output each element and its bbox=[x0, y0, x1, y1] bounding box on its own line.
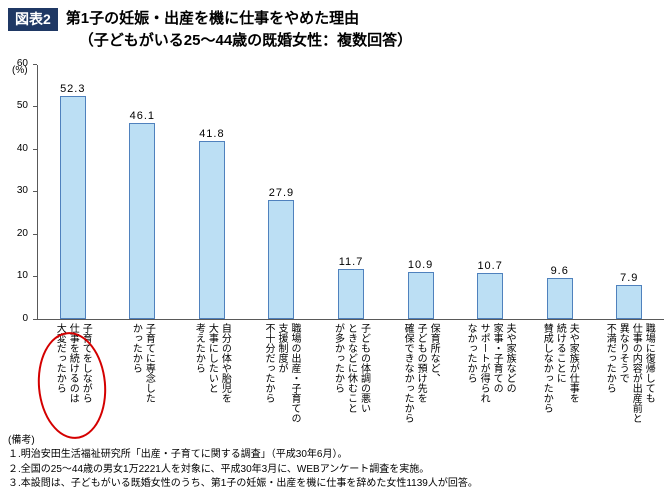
bar bbox=[59, 96, 86, 319]
category-label-text: 子育てをしながら 仕事を続けるのは 大変だったから bbox=[54, 322, 92, 403]
figure-title-line2: （子どもがいる25～44歳の既婚女性：複数回答） bbox=[78, 31, 413, 49]
y-tick-label: 60 bbox=[16, 57, 28, 69]
category-label: 自分の体や胎児を 大事にしたいと 考えたから bbox=[177, 320, 247, 432]
figure-title: 第1子の妊娠・出産を機に仕事をやめた理由 （子どもがいる25～44歳の既婚女性：… bbox=[66, 8, 412, 52]
notes-heading: (備考) bbox=[8, 434, 35, 446]
category-label-text: 夫や家族などの 家事・子育ての サポートが得られ なかったから bbox=[465, 322, 516, 403]
category-label-text: 夫や家族が仕事を 続けることに 賛成しなかったから bbox=[541, 322, 579, 413]
bar-value-label: 27.9 bbox=[268, 186, 295, 199]
category-label: 夫や家族などの 家事・子育ての サポートが得られ なかったから bbox=[455, 320, 525, 432]
bar-value-label: 46.1 bbox=[129, 109, 156, 122]
category-label: 職場の出産・子育ての 支援制度が 不十分だったから bbox=[247, 320, 317, 432]
y-tick-mark bbox=[33, 276, 37, 277]
bar-group: 52.3 bbox=[38, 65, 108, 319]
bar bbox=[268, 199, 295, 319]
note-line-3: ３.本設問は、子どもがいる既婚女性のうち、第1子の妊娠・出産を機に仕事を辞めた女… bbox=[8, 478, 478, 489]
bar bbox=[198, 140, 225, 319]
bar-value-label: 10.9 bbox=[407, 259, 434, 272]
y-axis: 0 10 20 30 40 50 60 bbox=[8, 58, 38, 323]
bar-chart: (%) 0 10 20 30 40 50 60 52.3 46.1 41.8 27.9 11.7 10… bbox=[8, 58, 664, 442]
category-label: 保育所など、 子どもの預け先を 確保できなかったから bbox=[386, 320, 456, 432]
y-tick-label: 30 bbox=[16, 185, 28, 196]
y-axis-unit-label: (%) bbox=[12, 64, 28, 76]
bar-group: 11.7 bbox=[316, 65, 386, 319]
bar-value-label: 41.8 bbox=[199, 127, 225, 140]
bar-value-label: 7.9 bbox=[620, 271, 639, 284]
bar bbox=[546, 277, 573, 319]
bar-group: 10.7 bbox=[455, 65, 525, 319]
category-label: 子育てをしながら 仕事を続けるのは 大変だったから bbox=[38, 320, 108, 432]
bar-value-label: 11.7 bbox=[338, 255, 364, 268]
figure-header: 図表2 第1子の妊娠・出産を機に仕事をやめた理由 （子どもがいる25～44歳の既… bbox=[8, 8, 664, 52]
category-label-text: 子育てに専念した かったから bbox=[130, 322, 155, 403]
category-label: 子どもの体調の悪い ときなどに休むこと が多かったから bbox=[316, 320, 386, 432]
bar bbox=[129, 122, 156, 319]
y-tick-mark bbox=[33, 233, 37, 235]
bar-group: 9.6 bbox=[525, 65, 595, 319]
category-label-text: 保育所など、 子どもの預け先を 確保できなかったから bbox=[402, 322, 440, 423]
bar-value-label: 52.3 bbox=[60, 83, 86, 96]
note-line-1: １.明治安田生活福祉研究所「出産・子育てに関する調査」（平成30年6月）。 bbox=[8, 449, 348, 460]
y-tick-mark bbox=[33, 63, 37, 65]
bar bbox=[477, 273, 504, 319]
bar-group: 41.8 bbox=[177, 65, 247, 319]
category-labels-row: 子育てをしながら 仕事を続けるのは 大変だったから 子育てに専念した かったから 自… bbox=[38, 320, 664, 432]
y-tick-label: 0 bbox=[22, 312, 28, 324]
y-tick-mark bbox=[33, 318, 37, 320]
category-label-text: 自分の体や胎児を 大事にしたいと 考えたから bbox=[193, 322, 231, 403]
y-tick-label: 50 bbox=[16, 100, 28, 111]
figure-badge: 図表2 bbox=[8, 8, 58, 31]
figure-title-line1: 第1子の妊娠・出産を機に仕事をやめた理由 bbox=[65, 10, 360, 27]
category-label: 夫や家族が仕事を 続けることに 賛成しなかったから bbox=[525, 320, 595, 432]
bar-group: 10.9 bbox=[386, 65, 456, 319]
y-tick-label: 10 bbox=[16, 270, 28, 281]
category-label-text: 子どもの体調の悪い ときなどに休むこと が多かったから bbox=[332, 322, 370, 413]
y-tick-mark bbox=[33, 191, 37, 192]
notes: (備考) １.明治安田生活福祉研究所「出産・子育てに関する調査」（平成30年6月… bbox=[8, 434, 664, 492]
note-line-2: ２.全国の25～44歳の男女1万2221人を対象に、平成30年3月に、WEBアン… bbox=[8, 463, 430, 475]
y-tick-label: 20 bbox=[16, 227, 28, 239]
category-label: 職場に復帰しても 仕事の内容が出産前と 異なりそうで 不満だったから bbox=[595, 320, 665, 432]
category-label-text: 職場の出産・子育ての 支援制度が 不十分だったから bbox=[262, 322, 300, 423]
bar bbox=[407, 272, 434, 319]
plot-area: 0 10 20 30 40 50 60 52.3 46.1 41.8 27.9 11.7 10.9 10… bbox=[8, 58, 664, 323]
category-label: 子育てに専念した かったから bbox=[108, 320, 178, 432]
bar-value-label: 9.6 bbox=[550, 264, 569, 277]
y-tick-mark bbox=[33, 106, 37, 107]
bar-value-label: 10.7 bbox=[477, 260, 503, 273]
y-tick-label: 40 bbox=[16, 142, 28, 154]
bars-row: 52.3 46.1 41.8 27.9 11.7 10.9 10.7 9.6 7.9 bbox=[38, 65, 664, 320]
category-label-text: 職場に復帰しても 仕事の内容が出産前と 異なりそうで 不満だったから bbox=[604, 322, 655, 423]
bar bbox=[616, 284, 643, 319]
bar-group: 46.1 bbox=[108, 65, 178, 319]
bar-group: 7.9 bbox=[595, 65, 665, 319]
bar bbox=[338, 268, 365, 319]
y-tick-mark bbox=[33, 148, 37, 150]
bar-group: 27.9 bbox=[247, 65, 317, 319]
